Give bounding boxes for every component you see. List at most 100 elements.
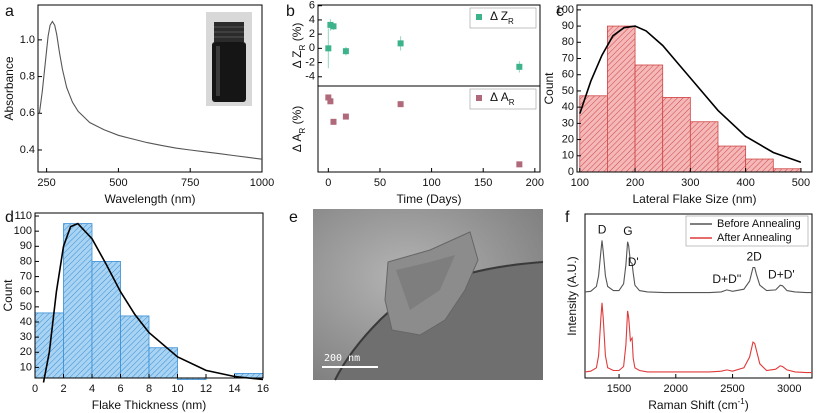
inset-photo — [206, 12, 252, 106]
legend-box — [469, 88, 537, 110]
legend-label-part: Δ A — [490, 90, 509, 104]
y-tick-label: 90 — [562, 20, 574, 32]
y-axis-label: Absorbance — [2, 56, 16, 120]
x-tick-label: 2500 — [720, 383, 744, 395]
y-tick-label: 80 — [562, 36, 574, 48]
y-tick-label: 20 — [562, 133, 574, 145]
y-tick-label: 0 — [568, 166, 574, 178]
x-tick-label: 0 — [325, 177, 331, 189]
x-tick-label: 12 — [200, 383, 212, 395]
y-tick-label: 10 — [20, 361, 32, 373]
histogram-bar — [662, 97, 691, 173]
y-tick-label: 10 — [562, 150, 574, 162]
x-tick-label: 8 — [146, 383, 152, 395]
panel-label: a — [5, 3, 14, 20]
y-tick-label: 100 — [14, 225, 32, 237]
peak-label: D+D'' — [712, 272, 741, 286]
y-tick-label: 0 — [309, 42, 315, 54]
point — [516, 63, 523, 70]
point — [397, 40, 404, 47]
y-tick-label: 2 — [309, 28, 315, 40]
histogram-bar — [689, 121, 719, 173]
y-tick-label: 100 — [556, 4, 574, 16]
x-axis-label-part: ) — [745, 398, 749, 412]
plot-frame — [576, 4, 813, 173]
x-tick-label: 0 — [32, 383, 38, 395]
legend-label: Δ AR — [490, 90, 515, 106]
histogram-bar — [34, 312, 64, 379]
histogram-bar — [63, 223, 93, 379]
x-tick-label: 100 — [422, 177, 440, 189]
y-tick-label: 70 — [20, 270, 32, 282]
y-axis-label-part: R — [298, 44, 307, 50]
histogram-bar — [745, 158, 774, 173]
x-axis-label: Wavelength (nm) — [105, 192, 196, 206]
x-tick-label: 750 — [181, 177, 199, 189]
y-tick-label: 60 — [20, 286, 32, 298]
point — [330, 23, 337, 30]
legend-label: Δ ZR — [490, 9, 514, 25]
y-tick-label: 4 — [309, 14, 315, 26]
y-tick-label: 0.6 — [20, 107, 35, 119]
y-tick-label: 80 — [20, 255, 32, 267]
y-tick-label: 1.0 — [20, 34, 35, 46]
histogram-bar — [579, 95, 608, 173]
plot-frame — [584, 213, 813, 379]
histogram-bar — [91, 261, 121, 379]
line-series — [38, 20, 263, 160]
point — [516, 161, 523, 168]
x-axis-label-part: -1 — [738, 397, 746, 406]
panel-label: e — [289, 209, 298, 226]
y-tick-label: -4 — [305, 71, 315, 83]
fit-curve — [42, 222, 264, 383]
x-tick-label: 400 — [736, 177, 754, 189]
y-tick-label: 0.8 — [20, 70, 35, 82]
peak-label: D+D' — [768, 267, 795, 281]
peak-label: 2D — [746, 250, 762, 264]
y-tick-label: 30 — [20, 331, 32, 343]
legend-swatch — [476, 95, 482, 101]
y-axis-label-part: Δ Z — [290, 50, 304, 68]
histogram-bar — [717, 145, 747, 173]
histogram-bar — [607, 25, 636, 173]
legend-box — [469, 7, 537, 29]
y-tick-label: 90 — [20, 240, 32, 252]
x-tick-label: 1000 — [250, 177, 274, 189]
x-axis-label: Time (Days) — [397, 192, 462, 206]
x-tick-label: 3000 — [777, 383, 801, 395]
line-series — [584, 240, 812, 294]
peak-label: G — [623, 224, 632, 238]
legend-swatch — [476, 14, 482, 20]
x-axis-label: Lateral Flake Size (nm) — [632, 192, 756, 206]
y-axis-label: Intensity (A.U.) — [565, 256, 579, 335]
y-axis-label: Δ ZR (%) — [290, 23, 306, 69]
panel-label: d — [5, 209, 14, 226]
y-tick-label: 20 — [20, 346, 32, 358]
x-tick-label: 14 — [228, 383, 240, 395]
y-axis-label-part: Δ A — [290, 134, 304, 153]
x-tick-label: 4 — [89, 383, 95, 395]
x-axis-label: Raman Shift (cm-1) — [648, 397, 748, 413]
histogram-bar — [634, 64, 664, 173]
x-tick-label: 2 — [60, 383, 66, 395]
y-tick-label: 0.4 — [20, 144, 35, 156]
x-tick-label: 300 — [681, 177, 699, 189]
y-tick-label: 6 — [309, 0, 315, 12]
x-tick-label: 500 — [109, 177, 127, 189]
y-axis-label: Count — [542, 72, 556, 105]
point — [325, 94, 332, 101]
x-tick-label: 500 — [792, 177, 810, 189]
x-tick-label: 16 — [257, 383, 269, 395]
plot-frame — [317, 85, 541, 173]
x-tick-label: 50 — [374, 177, 386, 189]
y-tick-label: -2 — [305, 56, 315, 68]
scale-bar-label: 200 nm — [324, 353, 360, 364]
y-tick-label: 40 — [20, 316, 32, 328]
point — [342, 48, 349, 55]
y-axis-label-part: (%) — [290, 23, 304, 45]
x-tick-label: 150 — [474, 177, 492, 189]
point — [330, 118, 337, 125]
histogram-bar — [120, 315, 150, 379]
point — [325, 45, 332, 52]
x-tick-label: 200 — [526, 177, 544, 189]
